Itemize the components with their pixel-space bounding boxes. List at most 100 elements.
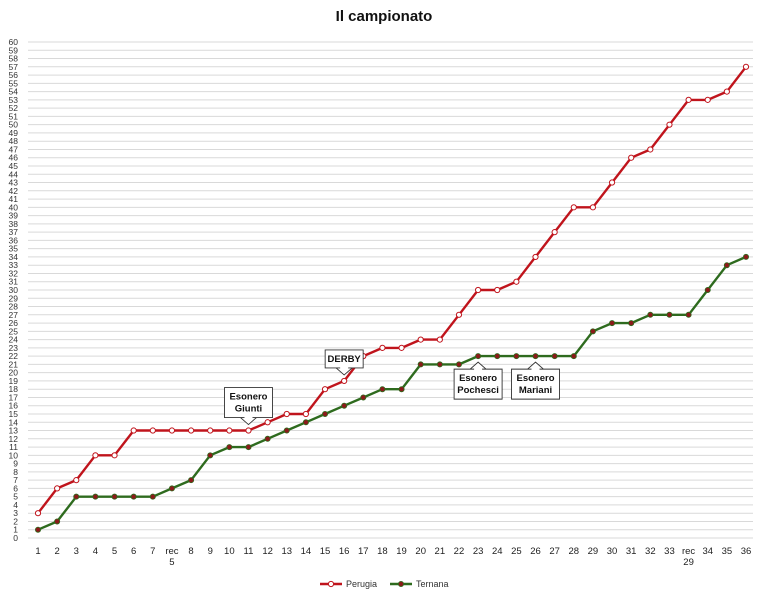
y-tick-label: 36 <box>9 235 19 245</box>
annotation-label: Esonero <box>229 392 267 403</box>
y-tick-label: 21 <box>9 359 19 369</box>
x-tick-label: 5 <box>112 546 117 557</box>
data-point-ternana <box>532 353 539 360</box>
data-point-ternana <box>188 477 195 484</box>
y-tick-label: 16 <box>9 401 19 411</box>
series-line-ternana <box>37 255 747 531</box>
y-tick-label: 56 <box>9 70 19 80</box>
y-tick-label: 25 <box>9 326 19 336</box>
annotation-label: DERBY <box>328 354 362 365</box>
x-tick-label: 10 <box>224 546 235 557</box>
data-point-perugia <box>111 452 118 459</box>
x-tick-label: 36 <box>741 546 752 557</box>
data-point-perugia <box>742 63 750 70</box>
y-tick-label: 38 <box>9 219 19 229</box>
data-point-perugia <box>302 410 309 418</box>
y-tick-label: 1 <box>13 525 18 535</box>
data-point-ternana <box>149 493 156 500</box>
data-point-ternana <box>475 353 482 360</box>
y-tick-label: 37 <box>9 227 19 237</box>
data-point-perugia <box>398 344 405 351</box>
x-tick-label: 23 <box>473 546 484 557</box>
y-tick-label: 58 <box>9 54 19 64</box>
data-point-ternana <box>207 452 214 459</box>
x-tick-label: 13 <box>281 546 292 557</box>
data-point-ternana <box>245 444 252 451</box>
y-tick-label: 41 <box>9 194 19 204</box>
data-point-ternana <box>73 493 80 500</box>
y-tick-label: 57 <box>9 62 19 72</box>
data-point-perugia <box>513 278 520 285</box>
y-tick-label: 29 <box>9 293 19 303</box>
x-tick-label: 27 <box>549 546 560 557</box>
data-point-perugia <box>321 386 329 393</box>
data-point-perugia <box>589 204 597 211</box>
x-tick-label: 35 <box>722 546 733 557</box>
data-point-perugia <box>608 179 616 186</box>
y-tick-label: 0 <box>13 533 18 543</box>
data-point-ternana <box>666 311 673 318</box>
x-tick-label: 25 <box>511 546 522 557</box>
data-point-perugia <box>341 377 348 385</box>
y-tick-label: 60 <box>9 37 19 47</box>
y-tick-label: 59 <box>9 45 19 55</box>
y-tick-label: 12 <box>9 434 19 444</box>
data-point-perugia <box>92 452 99 459</box>
data-point-perugia <box>130 427 137 434</box>
y-tick-label: 15 <box>9 409 19 419</box>
annotation-label: Esonero <box>517 373 555 384</box>
data-point-perugia <box>168 427 176 434</box>
y-tick-label: 3 <box>13 508 18 518</box>
y-tick-label: 20 <box>9 368 19 378</box>
legend-label-ternana: Ternana <box>416 579 449 589</box>
x-tick-label: rec <box>165 546 178 557</box>
data-point-ternana <box>398 386 405 393</box>
data-point-ternana <box>226 444 233 451</box>
x-tick-label: 3 <box>74 546 79 557</box>
x-tick-label: 29 <box>588 546 599 557</box>
y-tick-label: 10 <box>9 450 19 460</box>
data-point-ternana <box>628 320 635 327</box>
x-tick-label: 17 <box>358 546 369 557</box>
data-point-perugia <box>723 88 730 95</box>
data-point-perugia <box>207 427 214 434</box>
y-tick-label: 54 <box>9 87 19 97</box>
data-point-ternana <box>111 493 118 500</box>
x-tick-label: 21 <box>435 546 446 557</box>
data-point-perugia <box>436 336 443 343</box>
y-tick-label: 51 <box>9 111 19 121</box>
data-point-ternana <box>436 361 443 368</box>
data-point-ternana <box>168 485 175 492</box>
data-point-perugia <box>149 427 156 434</box>
y-tick-label: 27 <box>9 310 19 320</box>
y-tick-label: 47 <box>9 144 19 154</box>
data-point-ternana <box>609 320 616 327</box>
y-tick-label: 5 <box>13 492 18 502</box>
x-tick-label: 7 <box>150 546 155 557</box>
data-point-perugia <box>283 410 290 418</box>
y-tick-label: 26 <box>9 318 19 328</box>
data-point-perugia <box>475 286 482 294</box>
data-point-ternana <box>92 493 99 500</box>
y-tick-label: 40 <box>9 202 19 212</box>
x-tick-label: 31 <box>626 546 637 557</box>
y-tick-label: 9 <box>13 459 18 469</box>
data-point-perugia <box>73 477 80 484</box>
y-tick-label: 50 <box>9 120 19 130</box>
y-tick-label: 19 <box>9 376 19 386</box>
data-point-perugia <box>666 121 673 128</box>
y-tick-label: 49 <box>9 128 19 138</box>
y-tick-label: 44 <box>9 169 19 179</box>
y-tick-label: 39 <box>9 211 19 221</box>
y-tick-label: 30 <box>9 285 19 295</box>
data-point-perugia <box>628 154 635 161</box>
data-point-ternana <box>264 435 271 442</box>
x-tick-label: 22 <box>454 546 465 557</box>
y-tick-label: 7 <box>13 475 18 485</box>
annotation-callout <box>224 387 273 426</box>
x-tick-label: 8 <box>188 546 193 557</box>
y-tick-label: 45 <box>9 161 19 171</box>
annotation-callout <box>324 349 364 376</box>
data-point-perugia <box>532 253 539 261</box>
